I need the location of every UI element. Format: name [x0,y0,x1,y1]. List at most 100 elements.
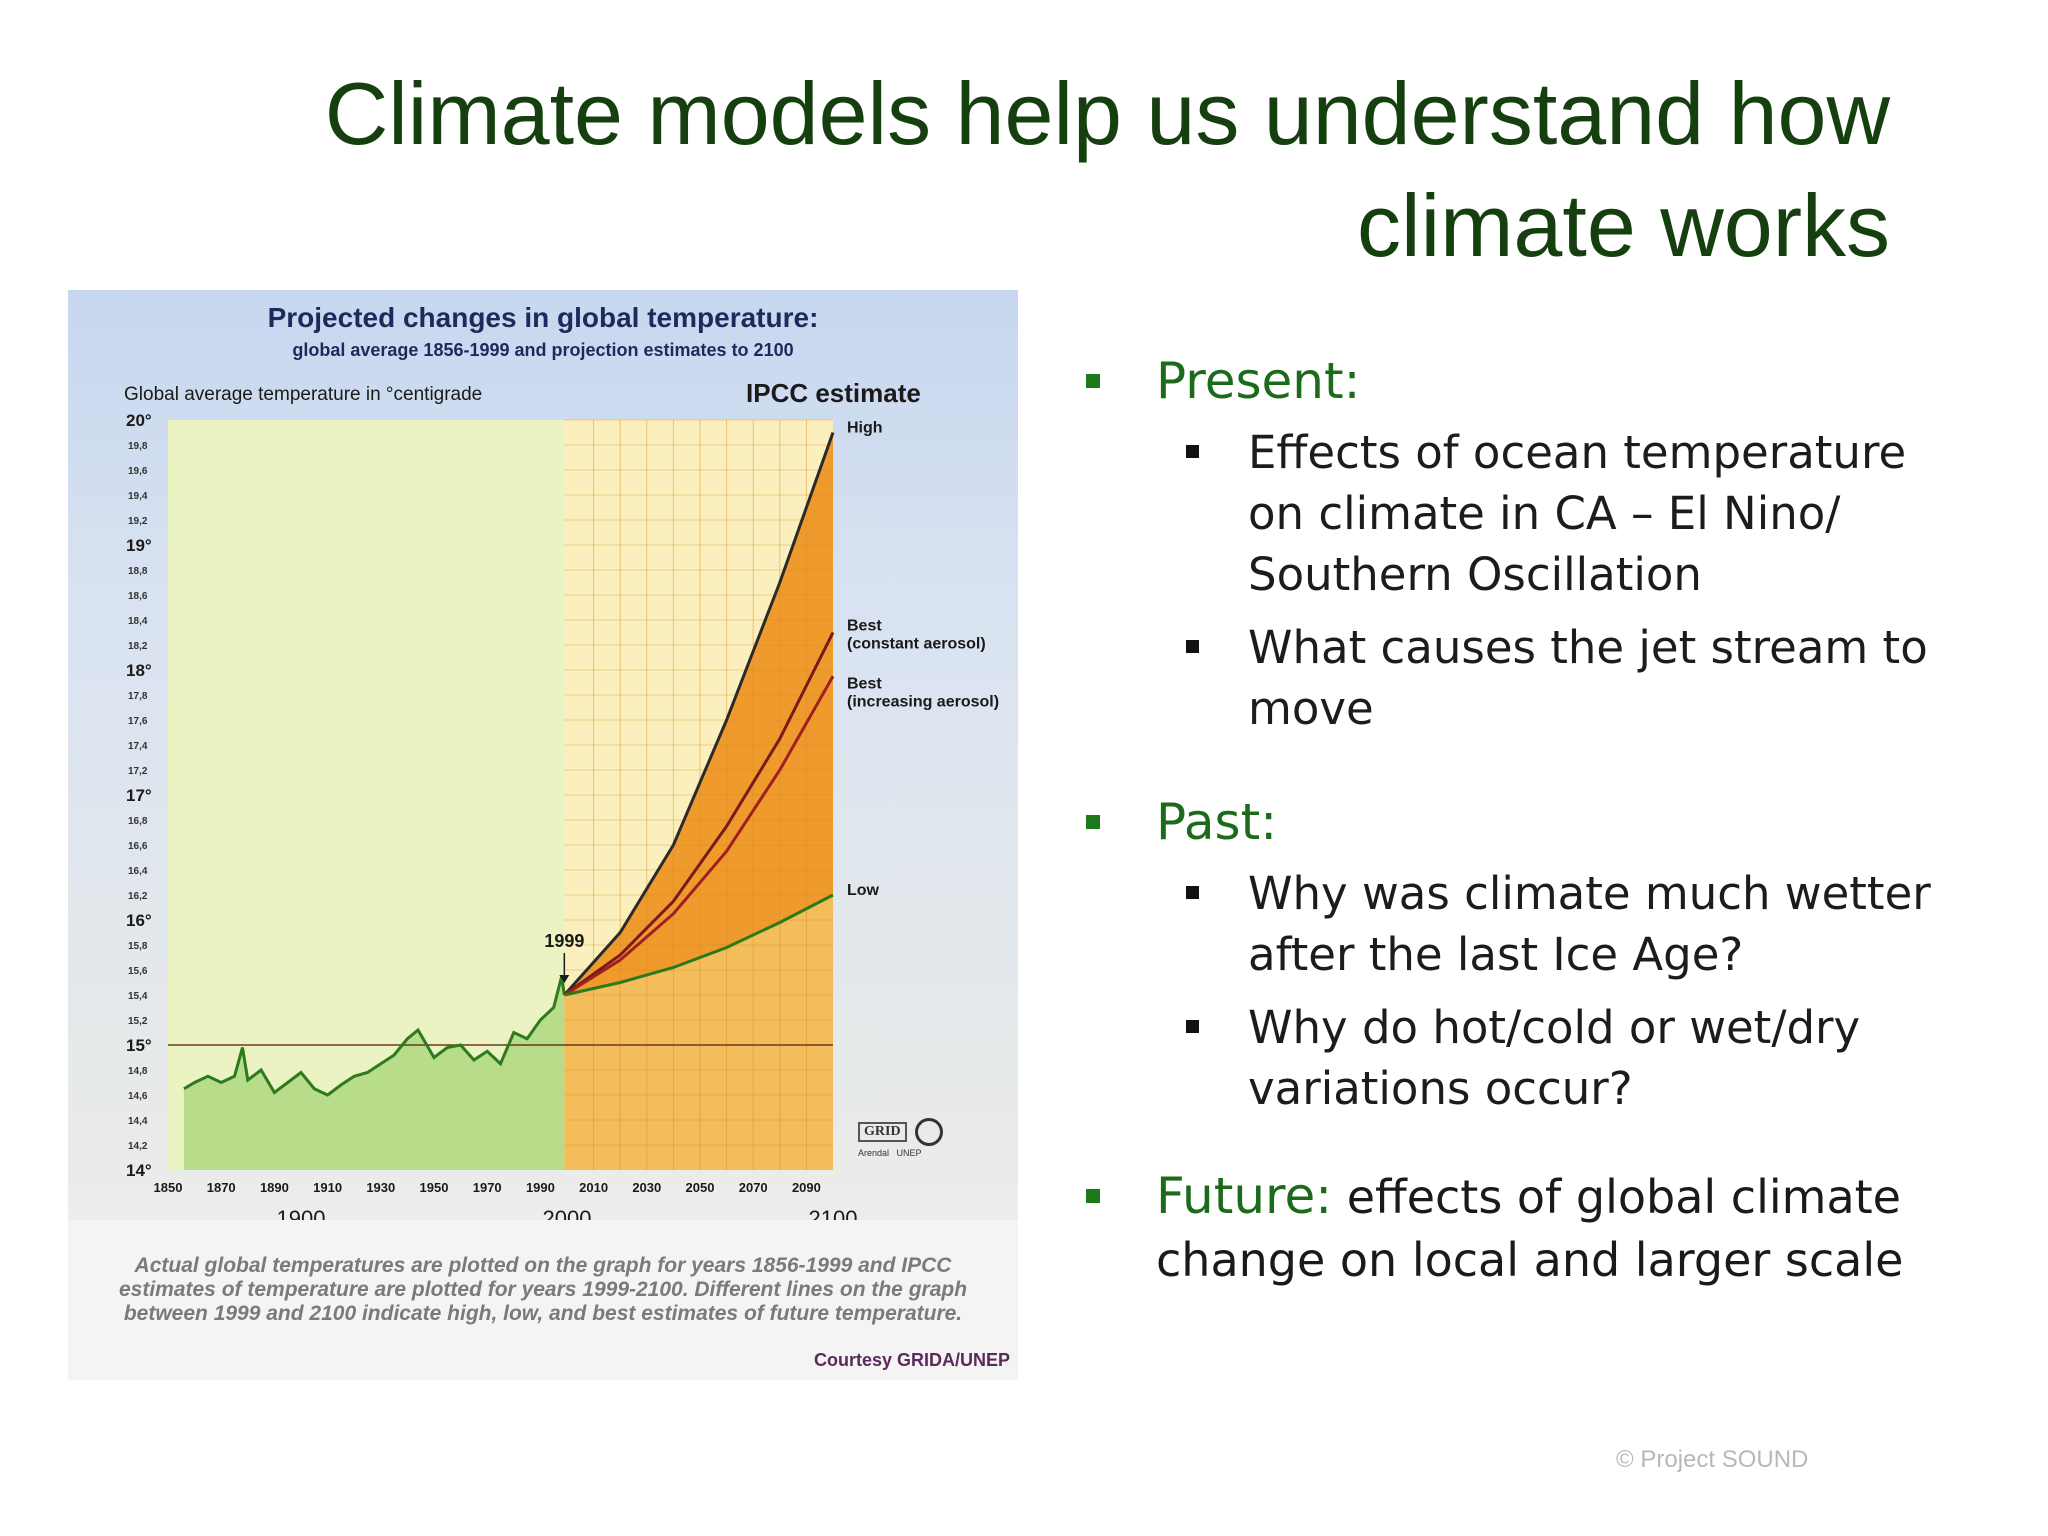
sub-bullet: Why do hot/cold or wet/dry variations oc… [1080,997,2030,1119]
x-tick-label-large: 2000 [543,1206,592,1220]
y-tick-label: 15,2 [128,1016,148,1027]
series-label: (constant aerosol) [847,636,986,653]
chart-subtitle: global average 1856-1999 and projection … [292,340,794,360]
bullet-future-label: Future: [1156,1167,1333,1225]
bullet-present: Present: [1080,350,2030,412]
bullet-past: Past: [1080,791,2030,853]
y-tick-label: 18° [126,661,152,680]
y-tick-label: 19,8 [128,441,148,452]
slide-title-line-1: Climate models help us understand how [324,64,1890,163]
y-tick-label: 16,6 [128,841,148,852]
grid-logo-subtext: Arendal UNEP [858,1148,922,1158]
copyright-footer: © Project SOUND [1616,1446,1809,1473]
y-tick-label: 18,2 [128,641,148,652]
x-tick-label: 1950 [420,1180,449,1195]
y-tick-label: 16,2 [128,891,148,902]
sub-bullet-line: What causes the jet stream to [1248,621,1928,674]
y-tick-label: 17° [126,786,152,805]
sub-bullet-line: Why do hot/cold or wet/dry [1248,1001,1861,1054]
y-tick-label: 15,4 [128,991,148,1002]
series-label: High [847,420,883,437]
marker-label: 1999 [544,931,584,951]
bullet-present-label: Present: [1156,352,1361,410]
observed-area [183,976,565,1170]
y-tick-label: 18,4 [128,616,148,627]
series-label: Low [847,882,880,899]
y-tick-label: 16,8 [128,816,148,827]
y-tick-label: 15,6 [128,966,148,977]
observed-temperature-line [183,975,566,1097]
x-tick-label: 1990 [526,1180,555,1195]
sub-bullet-line: on climate in CA – El Nino/ [1248,487,1841,540]
bullet-future-text-line-2: change on local and larger scale [1156,1233,1904,1287]
y-tick-label: 19,6 [128,466,148,477]
legend-title: IPCC estimate [746,378,921,408]
sub-bullet-line: after the last Ice Age? [1248,928,1744,981]
bullet-past-label: Past: [1156,793,1278,851]
x-tick-label: 1970 [473,1180,502,1195]
caption-line: Actual global temperatures are plotted o… [134,1254,952,1277]
y-tick-label: 15,8 [128,941,148,952]
unep-emblem-icon [914,1118,943,1146]
bullet-list: Present: Effects of ocean temperature on… [1080,350,2030,1291]
projection-line-best-increasing-aerosol- [563,675,835,997]
projection-line-high [563,431,835,996]
y-tick-label: 19,2 [128,516,148,527]
y-tick-label: 17,4 [128,741,148,752]
y-tick-label: 17,2 [128,766,148,777]
y-tick-label: 14,8 [128,1066,148,1077]
figure-credit: Courtesy GRIDA/UNEP [813,1350,1010,1370]
y-tick-label: 18,8 [128,566,148,577]
sub-bullet: Effects of ocean temperature on climate … [1080,422,2030,605]
x-tick-label-large: 1900 [277,1206,326,1220]
caption-line: between 1999 and 2100 indicate high, low… [123,1302,963,1325]
sub-bullet: Why was climate much wetter after the la… [1080,863,2030,985]
bullet-future-text: effects of global climate [1332,1170,1901,1224]
chart-title: Projected changes in global temperature: [267,302,819,333]
marker-arrowhead [559,975,570,983]
caption-line: estimates of temperature are plotted for… [118,1278,968,1301]
y-tick-label: 14,4 [128,1116,148,1127]
y-tick-label: 15° [126,1036,152,1055]
sub-bullet-line: Why was climate much wetter [1248,867,1931,920]
y-tick-label: 17,8 [128,691,148,702]
x-tick-label: 2030 [632,1180,661,1195]
y-tick-label: 19° [126,536,152,555]
series-label: Best [847,618,882,635]
x-tick-label: 1890 [260,1180,289,1195]
sub-bullet-line: move [1248,682,1374,735]
x-tick-label: 1850 [154,1180,183,1195]
bullet-future: Future: effects of global climate change… [1080,1165,2030,1291]
sub-bullet: What causes the jet stream to move [1080,617,2030,739]
projection-line-low [564,893,834,997]
projection-band [564,432,833,995]
projection-line-best-constant-aerosol- [563,631,835,997]
slide-title: Climate models help us understand how cl… [220,58,1890,282]
y-tick-label: 17,6 [128,716,148,727]
y-tick-label: 18,6 [128,591,148,602]
x-tick-label: 2010 [579,1180,608,1195]
chart-figure: Projected changes in global temperature:… [68,290,1018,1380]
x-tick-label-large: 2100 [809,1206,858,1220]
series-label: Best [847,675,882,692]
y-tick-label: 16,4 [128,866,148,877]
figure-caption: Actual global temperatures are plotted o… [78,1254,1008,1326]
grid-arendal-logo: GRID Arendal UNEP [858,1118,1008,1158]
sub-bullet-line: Effects of ocean temperature [1248,426,1907,479]
series-label: (increasing aerosol) [847,693,999,710]
x-tick-label: 2090 [792,1180,821,1195]
x-tick-label: 1910 [313,1180,342,1195]
sub-bullet-line: variations occur? [1248,1062,1633,1115]
figure-caption-panel [68,1220,1018,1380]
grid-logo-mark: GRID [858,1122,907,1143]
y-tick-label: 20° [126,411,152,430]
y-tick-label: 14,6 [128,1091,148,1102]
x-tick-label: 1870 [207,1180,236,1195]
y-tick-label: 16° [126,911,152,930]
slide-title-line-2: climate works [1357,176,1890,275]
y-tick-label: 14,2 [128,1141,148,1152]
y-tick-label: 14° [126,1161,152,1180]
x-tick-label: 2070 [739,1180,768,1195]
x-tick-label: 1930 [366,1180,395,1195]
